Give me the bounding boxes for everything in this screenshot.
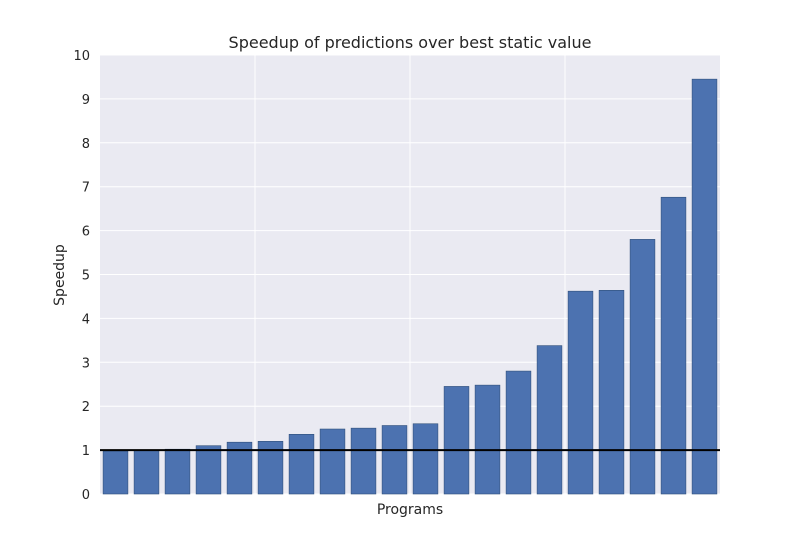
bar [474,384,501,495]
bar [319,428,346,495]
bar [629,239,656,495]
bar [660,196,687,495]
bar [350,427,377,495]
bar [505,370,532,495]
y-tick-label: 5 [82,269,90,284]
y-tick-label: 7 [82,181,90,196]
bar [102,450,129,495]
y-tick-label: 0 [82,488,90,503]
y-axis-label: Speedup [52,244,68,306]
bar [195,445,222,495]
bar [536,345,563,495]
y-tick-label: 1 [82,444,90,459]
y-tick-label: 10 [73,49,90,64]
x-axis-label: Programs [377,502,443,518]
bar [691,78,718,495]
bar [288,433,315,495]
y-tick-label: 8 [82,137,90,152]
bar [567,290,594,495]
bar [598,289,625,495]
bar [443,386,470,495]
bar [164,448,191,495]
y-tick-labels: 0 1 2 3 4 5 6 7 8 9 10 [73,49,90,503]
y-tick-label: 6 [82,225,90,240]
y-tick-label: 9 [82,93,90,108]
chart-title: Speedup of predictions over best static … [229,33,592,52]
y-tick-label: 3 [82,356,90,371]
bar [133,449,160,495]
y-tick-label: 2 [82,400,90,415]
y-tick-label: 4 [82,312,90,327]
bar [412,423,439,495]
bar [381,425,408,495]
